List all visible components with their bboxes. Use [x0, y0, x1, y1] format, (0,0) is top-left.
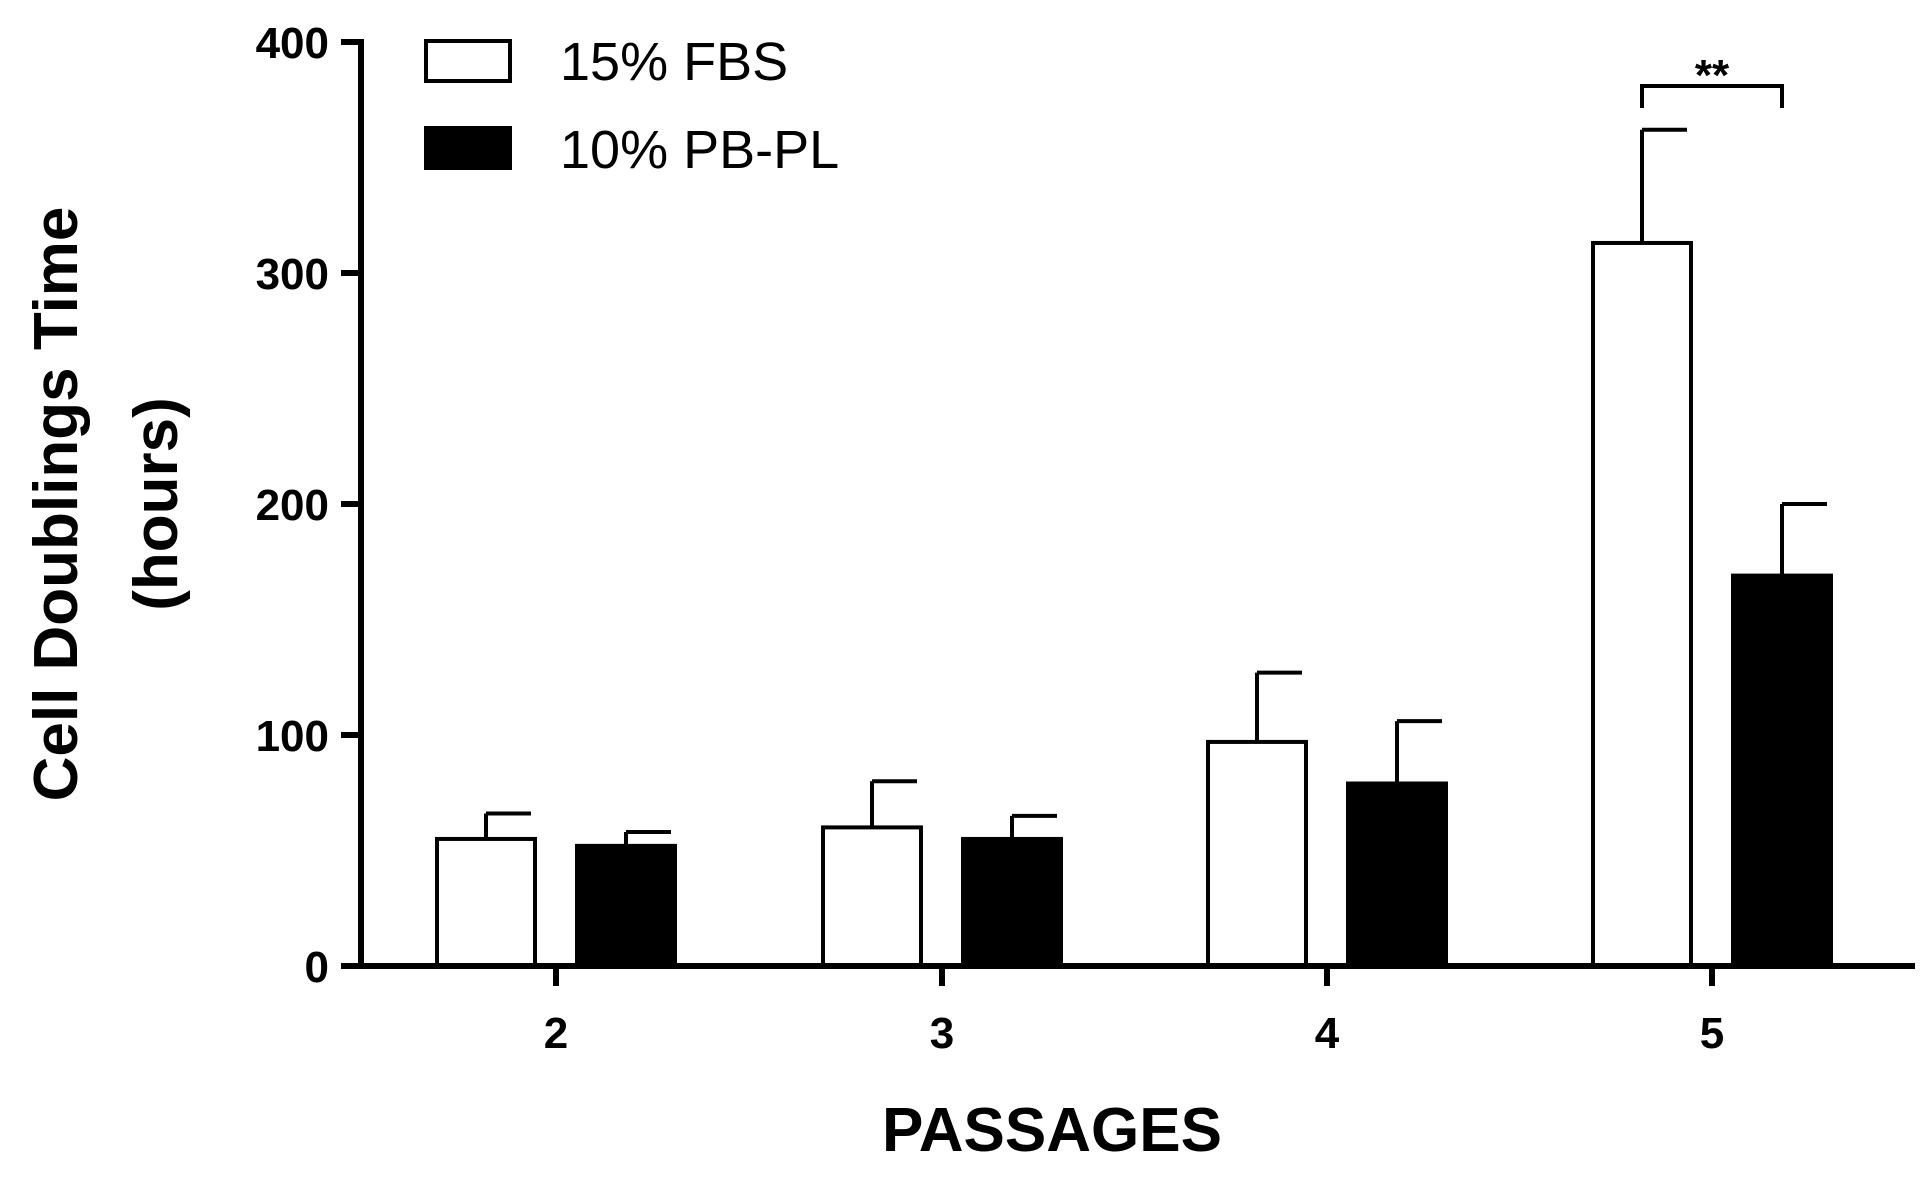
bar-fbs-passage-5 — [1591, 240, 1693, 969]
x-tick-label: 2 — [544, 1009, 568, 1058]
bar-pbpl-passage-4 — [1346, 781, 1448, 969]
bar-fbs-passage-2 — [435, 836, 537, 969]
significance-bracket — [1640, 84, 1784, 108]
significance-annotation: ** — [1640, 51, 1784, 108]
bar-pbpl-passage-2 — [575, 843, 677, 969]
legend-swatch-fbs — [424, 39, 512, 83]
bars-layer — [435, 240, 1833, 969]
bar-pbpl-passage-5 — [1731, 573, 1833, 968]
y-axis-title-line2: (hours) — [122, 397, 191, 611]
x-axis-title: PASSAGES — [882, 1096, 1222, 1165]
y-axis-title-line1: Cell Doublings Time — [22, 207, 91, 802]
legend-swatch-pbpl — [424, 126, 512, 170]
bar-pbpl-passage-3 — [961, 836, 1063, 969]
legend: 15% FBS 10% PB-PL — [424, 32, 839, 180]
error-bars-layer — [484, 127, 1827, 846]
bar-fbs-passage-4 — [1206, 739, 1308, 968]
y-tick-label: 0 — [305, 943, 329, 992]
legend-label-pbpl: 10% PB-PL — [560, 120, 839, 180]
y-ticks: 0 100 200 300 400 — [256, 19, 361, 992]
bar-fbs-passage-3 — [821, 825, 923, 969]
significance-label: ** — [1695, 51, 1730, 100]
y-tick-label: 200 — [256, 481, 329, 530]
y-tick-label: 300 — [256, 250, 329, 299]
x-tick-label: 4 — [1315, 1009, 1340, 1058]
x-ticks: 2 3 4 5 — [544, 966, 1724, 1058]
legend-label-fbs: 15% FBS — [560, 32, 788, 92]
x-tick-label: 5 — [1700, 1009, 1724, 1058]
x-tick-label: 3 — [930, 1009, 954, 1058]
y-tick-label: 400 — [256, 19, 329, 68]
y-tick-label: 100 — [256, 712, 329, 761]
